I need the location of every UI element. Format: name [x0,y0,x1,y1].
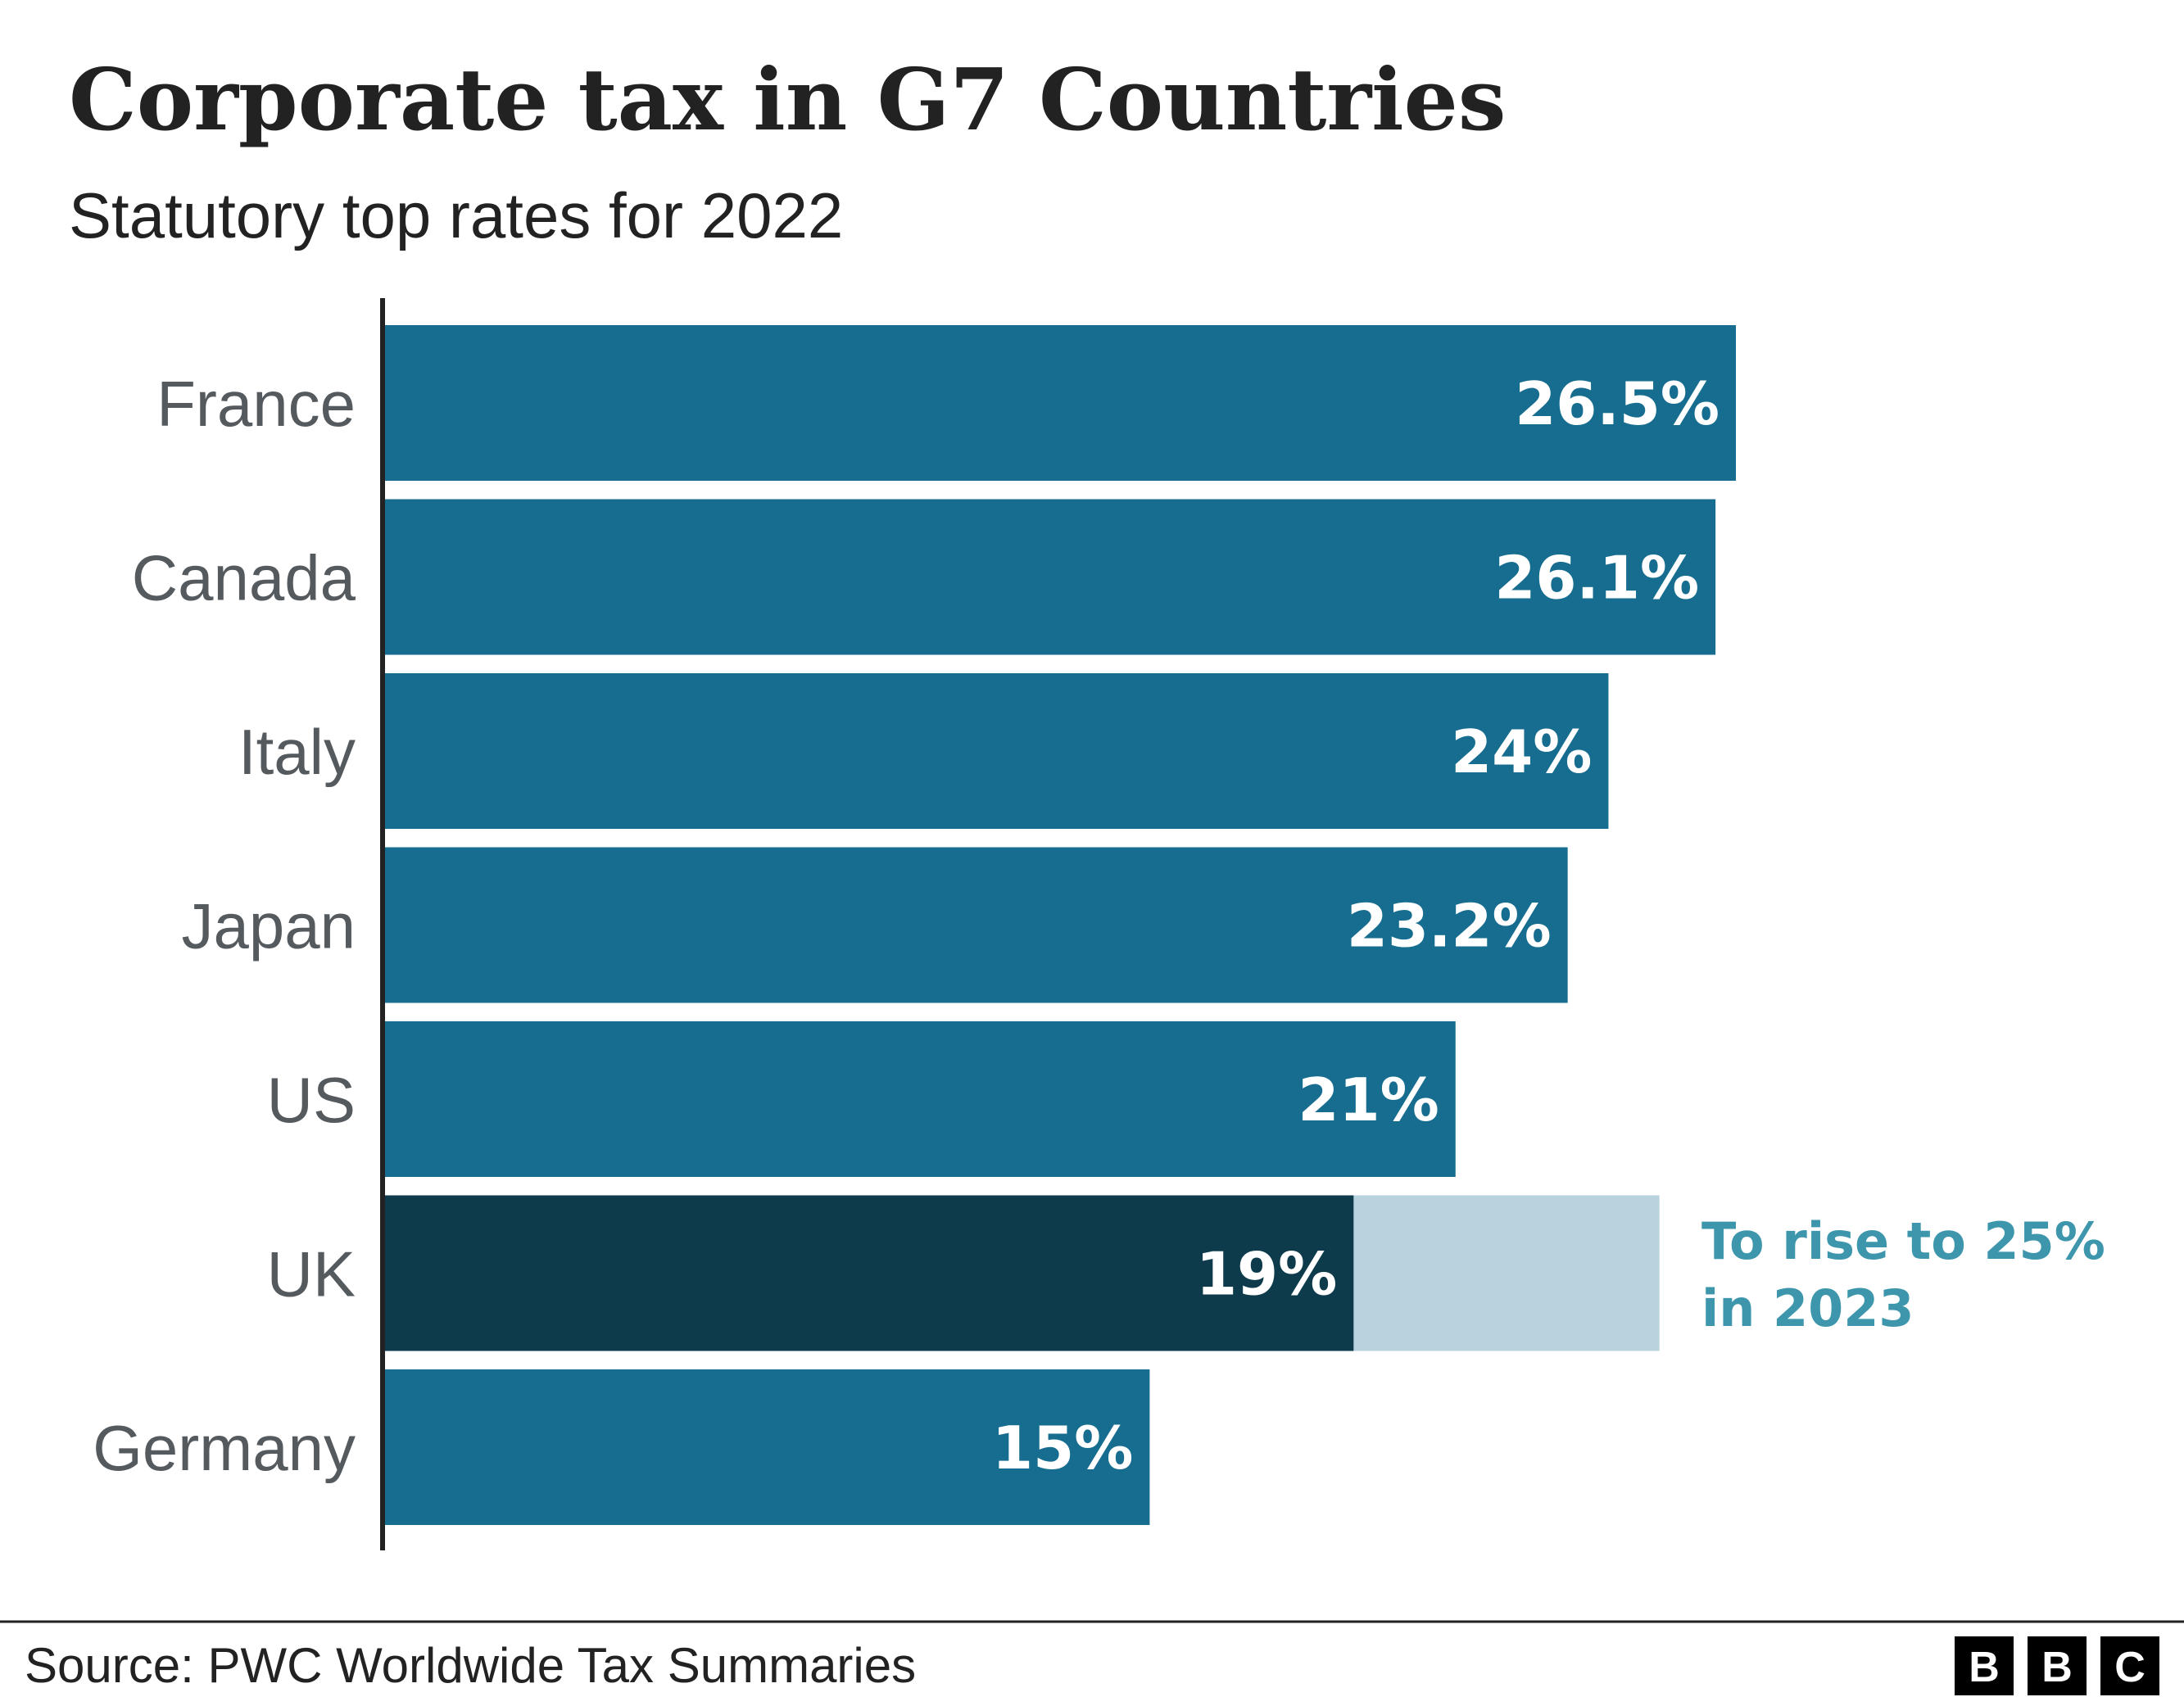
value-label-france: 26.5% [1515,369,1720,438]
value-label-japan: 23.2% [1347,892,1552,961]
value-label-canada: 26.1% [1494,544,1699,613]
chart-subtitle: Statutory top rates for 2022 [69,179,843,251]
labels-group: France 26.5% Canada 26.1% Italy 24% Japan 23.2%… [93,368,1720,1484]
bbc-logo-block-1 [1955,1636,2014,1695]
bars-group [385,325,1736,1525]
bbc-logo-block-3 [2100,1636,2159,1695]
bar-italy [385,673,1609,829]
bbc-logo-letter-1: B [1969,1644,2000,1691]
value-label-germany: 15% [992,1414,1133,1482]
bar-germany [385,1369,1150,1525]
chart-title: Corporate tax in G7 Countries [69,49,1506,150]
bbc-logo-letter-2: B [2041,1644,2073,1691]
category-label-france: France [156,368,356,440]
bbc-logo-block-2 [2028,1636,2087,1695]
category-label-us: US [267,1064,356,1136]
bar-canada [385,499,1716,655]
bbc-logo: B B C [1955,1636,2159,1695]
value-label-us: 21% [1298,1066,1439,1134]
bar-japan [385,847,1568,1003]
bbc-logo-letter-3: C [2114,1644,2145,1691]
source-text: Source: PWC Worldwide Tax Summaries [25,1638,916,1693]
value-label-uk: 19% [1196,1240,1337,1309]
annotation-line-2: in 2023 [1701,1278,1914,1338]
category-label-canada: Canada [132,542,356,614]
annotation-line-1: To rise to 25% [1701,1211,2105,1271]
category-label-germany: Germany [93,1412,356,1484]
category-label-italy: Italy [238,716,356,788]
category-label-uk: UK [267,1238,356,1310]
value-label-italy: 24% [1451,717,1592,786]
annotation-group: To rise to 25% in 2023 [1701,1211,2105,1338]
bar-uk [385,1195,1354,1351]
bar-france [385,325,1736,481]
bar-us [385,1021,1456,1177]
category-label-japan: Japan [181,890,356,962]
